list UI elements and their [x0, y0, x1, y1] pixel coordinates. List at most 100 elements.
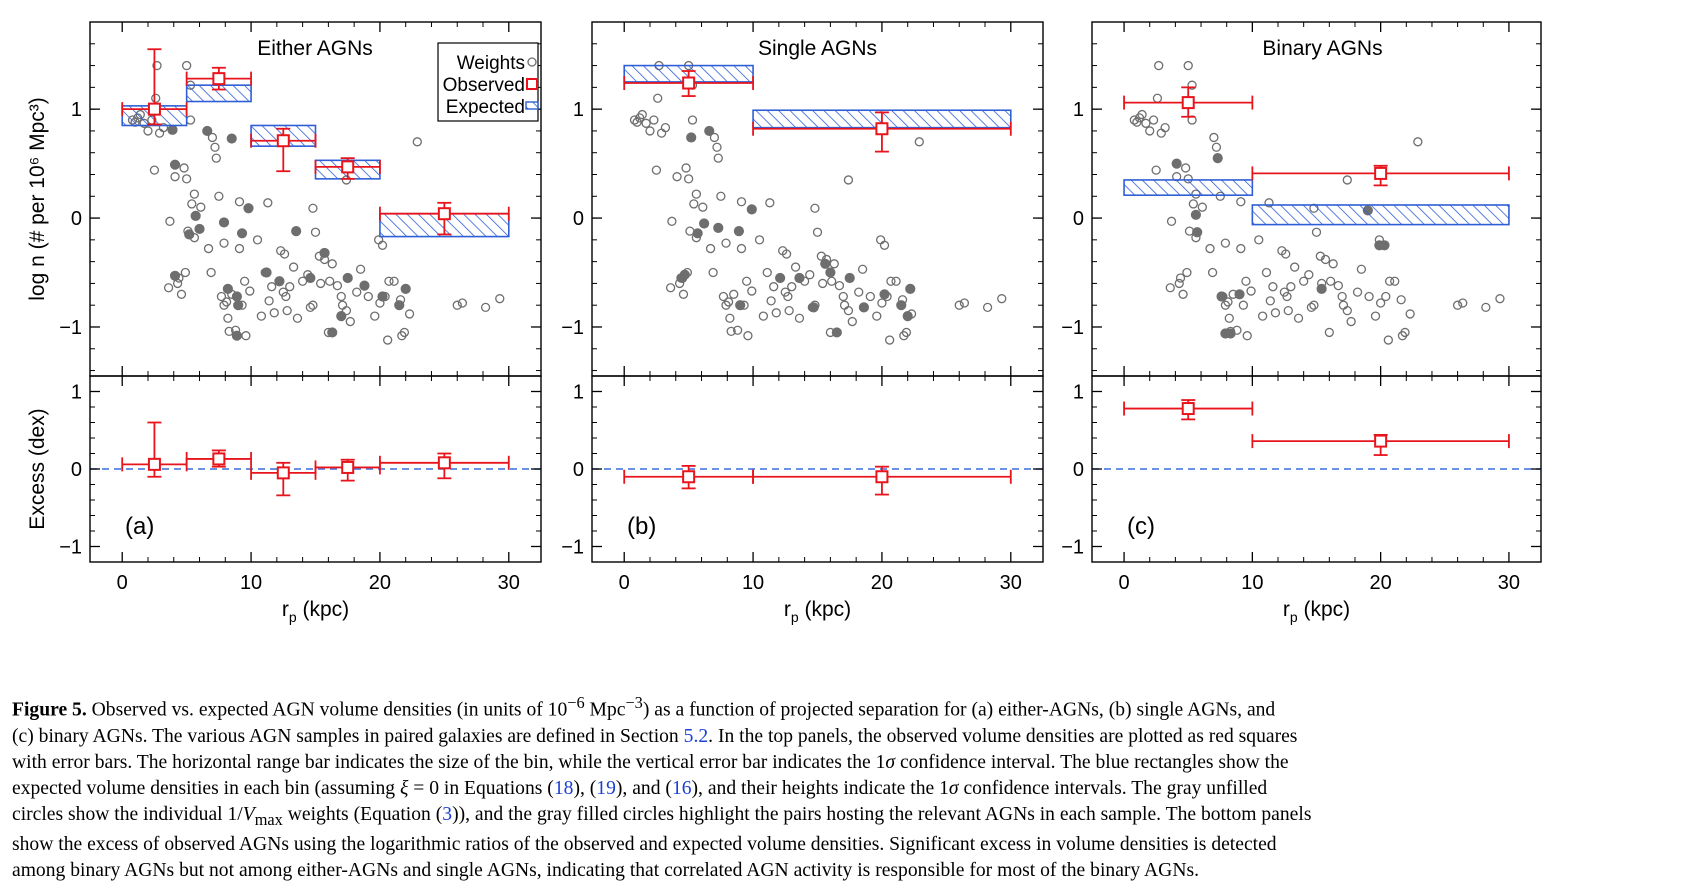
- excess-point: [185, 449, 252, 468]
- equation-link[interactable]: 3: [442, 803, 453, 825]
- weight-point: [834, 280, 845, 291]
- caption-text: = 0 in Equations (: [408, 777, 554, 799]
- weight-point: [1209, 132, 1219, 143]
- weight-point: [263, 198, 273, 208]
- weight-point: [857, 264, 868, 274]
- agn-pair-point: [858, 302, 869, 313]
- weight-point: [667, 216, 677, 226]
- caption-symbol: σ: [948, 777, 959, 799]
- x-axis-label: rp (kpc): [784, 598, 851, 625]
- legend-label: Expected: [446, 97, 525, 118]
- equation-link[interactable]: 16: [671, 777, 692, 799]
- weight-point: [399, 327, 410, 338]
- weight-point: [281, 291, 291, 302]
- weight-point: [810, 203, 820, 213]
- weight-point: [1375, 298, 1386, 308]
- equation-link[interactable]: 19: [596, 777, 616, 799]
- x-tick-label: 30: [1498, 572, 1520, 594]
- weight-point: [163, 283, 174, 293]
- weight-point: [1148, 115, 1159, 125]
- observed-marker: [1374, 434, 1388, 448]
- legend-weights-symbol: [527, 57, 537, 67]
- weight-point: [1306, 302, 1317, 313]
- weight-point: [149, 165, 160, 175]
- weight-point: [784, 305, 794, 316]
- weight-point: [1261, 267, 1272, 278]
- caption-sup: −3: [625, 693, 643, 712]
- weight-point: [457, 298, 468, 308]
- weight-point: [1180, 163, 1191, 173]
- observed-marker: [212, 452, 226, 466]
- weight-point: [1309, 300, 1319, 310]
- weight-point: [327, 259, 337, 269]
- x-axis-label: rp (kpc): [1283, 598, 1350, 625]
- caption-text: Observed vs. expected AGN volume densiti…: [86, 699, 568, 721]
- weight-point: [1381, 291, 1391, 302]
- weight-point: [645, 126, 655, 136]
- excess-point: [314, 458, 381, 482]
- weight-point: [1325, 276, 1336, 286]
- weight-point: [1187, 80, 1197, 90]
- weight-point: [196, 202, 206, 212]
- agn-pair-point: [902, 310, 913, 322]
- weight-point: [1224, 313, 1234, 323]
- weight-point: [1270, 308, 1281, 318]
- weight-point: [234, 197, 245, 207]
- weight-point: [1166, 216, 1177, 226]
- expected-bin: [1251, 204, 1510, 226]
- agn-pair-point: [820, 258, 831, 269]
- agn-pair-point: [226, 133, 237, 144]
- weight-point: [1183, 60, 1193, 71]
- weight-point: [1174, 278, 1184, 289]
- weight-point: [355, 264, 366, 274]
- weight-point: [678, 289, 689, 299]
- weight-point: [180, 267, 191, 278]
- weight-point: [404, 309, 415, 319]
- agn-pair-point: [202, 125, 213, 137]
- weight-point: [1338, 300, 1349, 310]
- observed-marker: [1181, 402, 1195, 416]
- weight-point: [285, 282, 295, 292]
- weight-point: [288, 262, 299, 272]
- x-tick-label: 0: [117, 572, 128, 594]
- agn-pair-point: [1216, 291, 1227, 302]
- weight-point: [736, 197, 747, 207]
- weight-point: [383, 335, 393, 345]
- section-link[interactable]: 5.2: [683, 725, 709, 747]
- agn-pair-point: [236, 228, 248, 239]
- weight-point: [1352, 287, 1363, 297]
- excess-point: [752, 465, 1012, 496]
- observed-point: [752, 111, 1012, 153]
- agn-pair-point: [775, 272, 786, 284]
- equation-link[interactable]: 18: [553, 777, 574, 799]
- weight-point: [1342, 175, 1352, 185]
- weight-point: [787, 282, 797, 292]
- weight-point: [1241, 276, 1251, 286]
- agn-pair-point: [377, 291, 388, 302]
- weight-point: [901, 327, 912, 338]
- weight-point: [336, 291, 346, 302]
- weight-point: [256, 311, 267, 321]
- agn-pair-point: [686, 132, 697, 143]
- y-tick-label: 0: [573, 208, 584, 230]
- weight-point: [838, 291, 848, 302]
- weight-point: [1290, 262, 1300, 272]
- weight-point: [649, 115, 659, 125]
- agn-pair-point: [231, 291, 242, 302]
- caption-text: with error bars. The horizontal range ba…: [12, 751, 886, 773]
- caption-line: show the excess of observed AGNs using t…: [12, 834, 1277, 856]
- agn-pair-point: [746, 204, 757, 215]
- legend-expected-symbol: [525, 101, 539, 110]
- weight-point: [781, 249, 792, 259]
- agn-pair-point: [1379, 240, 1390, 251]
- weight-point: [377, 240, 388, 250]
- weight-point: [839, 300, 850, 310]
- weight-point: [170, 172, 180, 182]
- weight-point: [151, 93, 161, 103]
- x-tick-label: 30: [1000, 572, 1022, 594]
- caption-line: among binary AGNs but not among either-A…: [12, 860, 1199, 882]
- weight-point: [412, 137, 422, 147]
- panel-title: Binary AGNs: [1262, 37, 1382, 60]
- weight-point: [1495, 294, 1505, 304]
- y-tick-label: −1: [1061, 317, 1084, 339]
